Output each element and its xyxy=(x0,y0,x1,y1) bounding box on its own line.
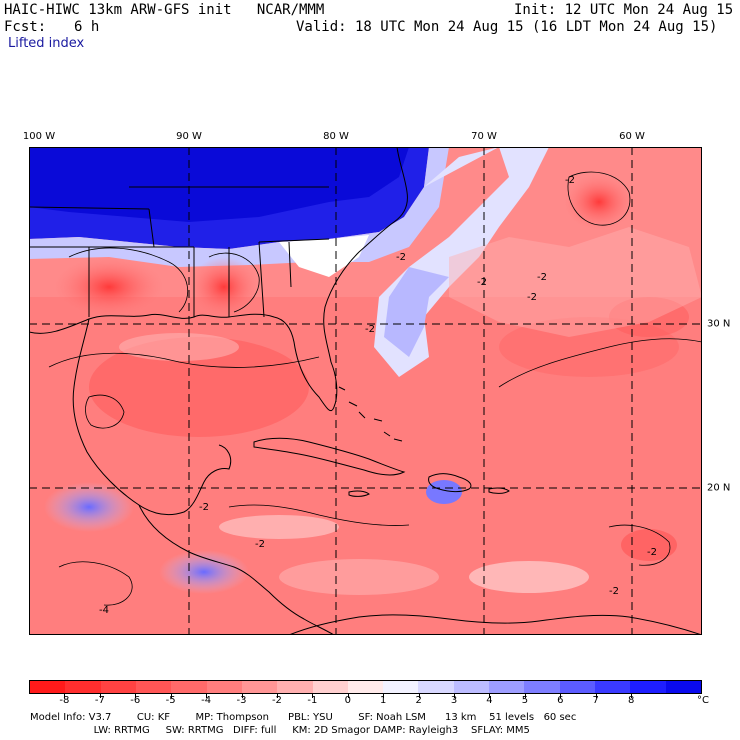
colorbar-swatch xyxy=(418,681,454,693)
contour-label: -2 xyxy=(477,277,487,288)
colorbar-unit: °C xyxy=(697,695,709,706)
coastline-mexico xyxy=(72,318,232,516)
colorbar-tickmark xyxy=(64,694,66,698)
lon-label-60w: 60 W xyxy=(619,131,645,142)
colorbar-tick-label: -1 xyxy=(307,695,318,706)
contour-label: -4 xyxy=(99,605,109,616)
contour-label: -2 xyxy=(365,324,375,335)
stable-spot-central-america xyxy=(159,550,249,594)
colorbar-tickmark xyxy=(560,694,562,698)
colorbar-swatch xyxy=(559,681,595,693)
colorbar-swatch xyxy=(489,681,525,693)
colorbar-swatch xyxy=(524,681,560,693)
contour-label: -2 xyxy=(537,272,547,283)
colorbar-tickmark xyxy=(524,694,526,698)
colorbar-swatch xyxy=(277,681,313,693)
colorbar-tick-label: 5 xyxy=(521,695,529,706)
colorbar-swatch xyxy=(630,681,666,693)
model-title: HAIC-HIWC 13km ARW-GFS init NCAR/MMM xyxy=(4,2,325,18)
colorbar-tick-label: 8 xyxy=(627,695,635,706)
colorbar-tickmark xyxy=(347,694,349,698)
colorbar-tickmark xyxy=(99,694,101,698)
colorbar-tick-label: -6 xyxy=(130,695,141,706)
init-time: Init: 12 UTC Mon 24 Aug 15 xyxy=(514,2,734,18)
colorbar-tickmark xyxy=(595,694,597,698)
colorbar-tickmark xyxy=(241,694,243,698)
contour-label: -2 xyxy=(647,547,657,558)
colorbar-tickmark xyxy=(206,694,208,698)
lon-label-70w: 70 W xyxy=(471,131,497,142)
lifted-index-map: -2 -2 -2 -2 -2 -2 -2 -2 -4 -2 -2 xyxy=(29,147,702,635)
colorbar-tick-label: -5 xyxy=(165,695,176,706)
lat-label-20n: 20 N xyxy=(707,482,731,494)
colorbar-tick-label: 1 xyxy=(380,695,387,706)
forecast-label: Fcst: xyxy=(4,19,47,35)
colorbar-tick-label: 2 xyxy=(415,695,422,706)
contour-label: -2 xyxy=(565,175,575,186)
colorbar xyxy=(29,680,702,694)
colorbar-tick-label: 6 xyxy=(557,695,564,706)
coastline-cuba xyxy=(253,437,406,476)
colorbar-tickmark xyxy=(312,694,314,698)
coastline-us-gulf xyxy=(29,147,408,412)
colorbar-tickmark xyxy=(383,694,385,698)
colorbar-tickmark xyxy=(276,694,278,698)
colorbar-tick-label: 3 xyxy=(450,695,458,706)
colorbar-tick-label: -2 xyxy=(271,695,282,706)
colorbar-swatch xyxy=(312,681,348,693)
valid-time: Valid: 18 UTC Mon 24 Aug 15 (16 LDT Mon … xyxy=(296,19,718,35)
colorbar-tickmark xyxy=(454,694,456,698)
colorbar-swatch xyxy=(241,681,278,693)
lon-label-80w: 80 W xyxy=(323,131,349,142)
coastline-puerto-rico xyxy=(488,487,510,494)
stable-spot-mexico xyxy=(44,482,134,532)
colorbar-tick-label: -3 xyxy=(236,695,247,706)
colorbar-tickmark xyxy=(170,694,172,698)
colorbar-tick-label: -8 xyxy=(59,695,70,706)
colorbar-tickmark xyxy=(489,694,491,698)
colorbar-swatch xyxy=(383,681,419,693)
forecast-hours: 6 h xyxy=(74,19,100,35)
colorbar-swatch xyxy=(347,681,384,693)
colorbar-tick-label: 0 xyxy=(344,695,351,706)
bahamas-islands xyxy=(338,386,403,442)
colorbar-tickmark xyxy=(135,694,137,698)
lon-label-100w: 100 W xyxy=(22,131,56,142)
coastline-hispaniola xyxy=(428,473,472,493)
map-frame xyxy=(29,147,702,635)
coastline-central-america xyxy=(138,504,335,635)
field-name: Lifted index xyxy=(8,36,85,51)
model-info-line2: LW: RRTMG SW: RRTMG DIFF: full KM: 2D Sm… xyxy=(30,725,530,736)
colorbar-swatch xyxy=(100,681,136,693)
contour-label: -2 xyxy=(199,502,209,513)
colorbar-swatch xyxy=(30,681,66,693)
state-borders xyxy=(29,186,330,318)
coastline-jamaica xyxy=(348,490,370,497)
lat-label-30n: 30 N xyxy=(707,318,731,330)
colorbar-swatch xyxy=(595,681,631,693)
colorbar-tickmark xyxy=(418,694,420,698)
colorbar-tickmark xyxy=(631,694,633,698)
colorbar-tick-label: -4 xyxy=(201,695,212,706)
colorbar-swatch xyxy=(206,681,242,693)
colorbar-swatch xyxy=(453,681,490,693)
colorbar-tick-label: 7 xyxy=(592,695,599,706)
contour-label: -2 xyxy=(396,252,406,263)
colorbar-tick-label: -7 xyxy=(94,695,105,706)
model-info-line1: Model Info: V3.7 CU: KF MP: Thompson PBL… xyxy=(30,712,577,723)
contour-label: -2 xyxy=(255,539,265,550)
colorbar-tick-label: 4 xyxy=(486,695,493,706)
colorbar-swatch xyxy=(135,681,172,693)
colorbar-swatch xyxy=(665,681,701,693)
contour-label: -2 xyxy=(609,586,619,597)
colorbar-swatch xyxy=(65,681,101,693)
lon-label-90w: 90 W xyxy=(176,131,202,142)
colorbar-swatch xyxy=(171,681,207,693)
contour-label: -2 xyxy=(527,292,537,303)
